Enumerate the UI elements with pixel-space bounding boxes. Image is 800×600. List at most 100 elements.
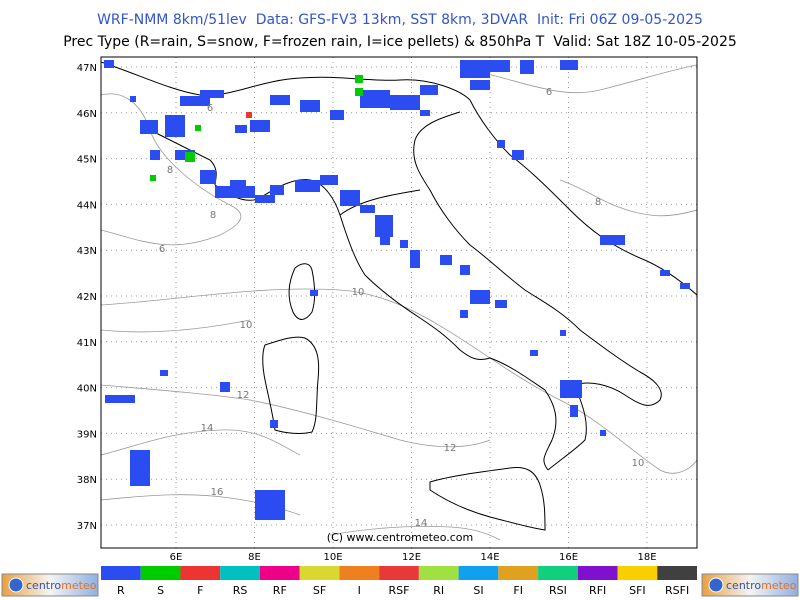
rain-cell bbox=[235, 125, 247, 133]
legend-swatch bbox=[101, 566, 141, 580]
logo-bg bbox=[701, 573, 799, 597]
logo-part: meteo bbox=[761, 579, 797, 592]
isotherm bbox=[100, 288, 698, 474]
map-bg bbox=[101, 57, 697, 548]
contour-label: 6 bbox=[546, 87, 552, 98]
contour-label: 8 bbox=[167, 165, 173, 176]
lon-label: 18E bbox=[637, 552, 656, 563]
rain-cell bbox=[160, 370, 168, 376]
legend-swatch bbox=[418, 566, 459, 580]
lon-label: 16E bbox=[559, 552, 578, 563]
rain-cell bbox=[270, 185, 284, 195]
lat-label: 39N bbox=[77, 429, 97, 440]
snow-cell bbox=[355, 88, 363, 96]
legend-label: SI bbox=[473, 584, 483, 597]
logo-part: centro bbox=[26, 579, 61, 592]
rain-cell bbox=[460, 310, 468, 318]
rain-cell bbox=[300, 100, 320, 112]
isotherm bbox=[559, 179, 698, 217]
rain-cell bbox=[420, 110, 430, 116]
legend-label: RFI bbox=[589, 584, 606, 597]
rain-cell bbox=[410, 250, 420, 268]
contour-label: 14 bbox=[201, 423, 214, 434]
rain-cell bbox=[495, 300, 507, 308]
border bbox=[339, 189, 421, 216]
rain-cell bbox=[497, 140, 505, 148]
rain-cell bbox=[180, 96, 210, 106]
frozen-cell bbox=[246, 112, 252, 118]
header-line2: Prec Type (R=rain, S=snow, F=frozen rain… bbox=[63, 34, 737, 50]
rain-cell bbox=[530, 350, 538, 356]
rain-cell bbox=[560, 330, 566, 336]
legend-label: SF bbox=[313, 584, 326, 597]
border bbox=[100, 61, 471, 101]
isotherm bbox=[329, 525, 501, 541]
legend-swatch bbox=[458, 566, 499, 580]
logo-icon bbox=[708, 577, 724, 593]
lon-label: 8E bbox=[248, 552, 261, 563]
snow-cell bbox=[185, 152, 195, 162]
lat-label: 40N bbox=[77, 384, 97, 395]
lat-label: 37N bbox=[77, 521, 97, 532]
lat-label: 38N bbox=[77, 475, 97, 486]
lat-label: 43N bbox=[77, 246, 97, 257]
contour-label: 6 bbox=[159, 244, 165, 255]
axis-labels: 47N 46N 45N 44N 43N 42N 41N 40N 39N 38N 37N 6E 8E 10E… bbox=[77, 63, 657, 563]
logo-text: centrometeo bbox=[26, 579, 97, 592]
precipitation bbox=[104, 60, 690, 520]
lat-label: 45N bbox=[77, 155, 97, 166]
lat-label: 42N bbox=[77, 292, 97, 303]
rain-cell bbox=[270, 420, 278, 428]
legend-label: F bbox=[197, 584, 203, 597]
rain-cell bbox=[460, 265, 470, 275]
rain-cell bbox=[560, 380, 582, 398]
rain-cell bbox=[360, 90, 390, 108]
rain-cell bbox=[130, 96, 136, 102]
legend-label: RSFI bbox=[665, 584, 689, 597]
rain-cell bbox=[470, 290, 490, 304]
legend-label: RF bbox=[273, 584, 287, 597]
lat-label: 47N bbox=[77, 63, 97, 74]
isotherm bbox=[469, 64, 698, 94]
rain-cell bbox=[255, 195, 275, 203]
lat-label: 41N bbox=[77, 338, 97, 349]
legend-label: FI bbox=[513, 584, 523, 597]
snow-cell bbox=[150, 175, 156, 181]
rain-cell bbox=[150, 150, 160, 160]
rain-cell bbox=[255, 490, 285, 520]
rain-cell bbox=[570, 405, 578, 417]
rain-cell bbox=[512, 150, 524, 160]
lon-label: 10E bbox=[323, 552, 342, 563]
rain-cell bbox=[330, 110, 344, 120]
rain-cell bbox=[520, 60, 534, 74]
contour-label: 8 bbox=[210, 210, 216, 221]
rain-cell bbox=[270, 95, 290, 105]
legend-swatch bbox=[538, 566, 578, 580]
contour-label: 10 bbox=[632, 458, 645, 469]
legend-swatch bbox=[657, 566, 697, 580]
rain-cell bbox=[375, 215, 393, 237]
logo-right: centrometeo bbox=[701, 573, 799, 597]
rain-cell bbox=[220, 382, 230, 392]
contour-label: 10 bbox=[240, 320, 253, 331]
rain-cell bbox=[420, 85, 438, 95]
rain-cell bbox=[250, 120, 270, 132]
sicily bbox=[429, 467, 546, 531]
rain-cell bbox=[440, 255, 452, 265]
snow-cell bbox=[195, 125, 201, 131]
logo-bg bbox=[1, 573, 99, 597]
contour-label: 10 bbox=[352, 287, 365, 298]
lon-label: 12E bbox=[402, 552, 421, 563]
rain-cell bbox=[320, 175, 338, 185]
legend-swatch bbox=[339, 566, 380, 580]
lon-label: 6E bbox=[170, 552, 183, 563]
legend-swatch bbox=[220, 566, 260, 580]
isotherm bbox=[100, 384, 491, 448]
legend-label: SFI bbox=[629, 584, 646, 597]
isotherm bbox=[100, 93, 242, 246]
rain-cell bbox=[560, 60, 578, 70]
contour-label: 12 bbox=[444, 443, 457, 454]
contour-label: 6 bbox=[207, 103, 213, 114]
